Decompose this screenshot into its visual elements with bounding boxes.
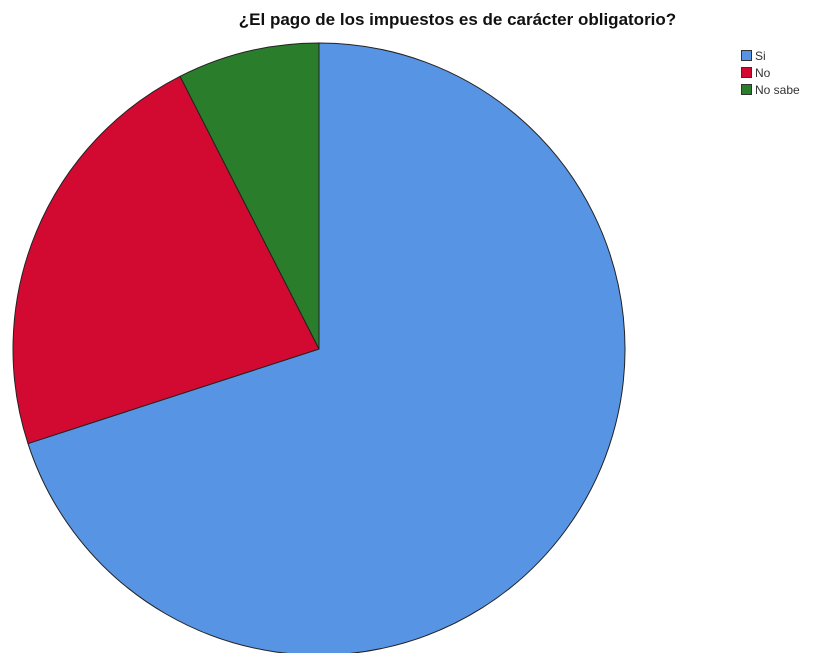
legend-item-no: No (741, 64, 800, 81)
legend-label-no: No (755, 65, 771, 80)
legend-label-no-sabe: No sabe (755, 82, 800, 97)
legend-swatch-no-sabe (741, 84, 752, 95)
pie-slice-no (12, 75, 320, 445)
legend-label-si: Si (755, 48, 766, 63)
chart-title: ¿El pago de los impuestos es de carácter… (238, 10, 677, 29)
pie-slice-no-sabe (179, 42, 320, 350)
pie-slice-si (27, 42, 626, 653)
legend: Si No No sabe (741, 47, 800, 98)
legend-item-si: Si (741, 47, 800, 64)
legend-swatch-no (741, 67, 752, 78)
legend-item-no-sabe: No sabe (741, 81, 800, 98)
legend-swatch-si (741, 50, 752, 61)
